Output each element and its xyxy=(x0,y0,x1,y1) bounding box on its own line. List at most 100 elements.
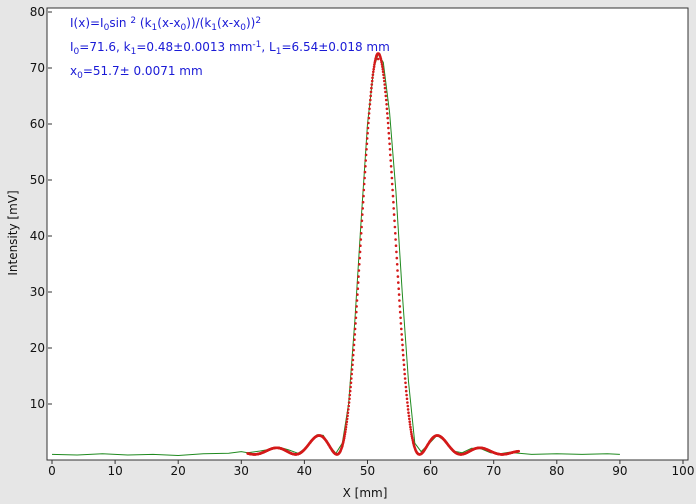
fit-point xyxy=(399,316,402,320)
fit-point xyxy=(384,94,388,98)
fit-point xyxy=(350,377,353,380)
fit-point xyxy=(354,316,358,320)
x-tick-label: 100 xyxy=(672,464,695,478)
fit-point xyxy=(348,397,351,401)
fit-point xyxy=(389,165,393,168)
fit-point xyxy=(396,275,400,278)
fit-point xyxy=(352,348,355,352)
fit-point xyxy=(383,86,387,90)
fit-point xyxy=(404,389,408,393)
fit-point xyxy=(359,244,362,247)
fit-point xyxy=(410,432,413,436)
fit-point xyxy=(361,200,365,204)
x-tick-label: 0 xyxy=(48,464,56,478)
fit-point xyxy=(349,385,352,389)
fit-point xyxy=(390,182,394,186)
fit-point xyxy=(344,428,348,431)
fit-point xyxy=(384,98,388,102)
fit-point xyxy=(364,153,368,157)
fit-point xyxy=(365,148,368,151)
fit-point xyxy=(361,207,365,210)
fit-point xyxy=(368,103,372,106)
fit-point xyxy=(349,381,353,385)
fit-point xyxy=(409,428,413,431)
fit-point xyxy=(380,63,384,66)
fit-point xyxy=(395,256,399,260)
fit-point xyxy=(397,281,400,284)
fit-point xyxy=(381,67,385,71)
fit-point xyxy=(390,176,394,180)
fit-point xyxy=(372,67,376,71)
fit-point xyxy=(403,377,407,380)
fit-point xyxy=(405,397,409,401)
fit-point xyxy=(392,213,396,216)
fit-point xyxy=(348,393,352,397)
fit-point xyxy=(387,126,390,130)
fit-point xyxy=(387,137,391,140)
fit-point xyxy=(392,200,395,204)
y-tick-label: 40 xyxy=(30,229,45,243)
fit-point xyxy=(398,305,402,308)
fit-point xyxy=(388,148,392,151)
fit-point xyxy=(380,61,383,64)
fit-point xyxy=(353,338,356,342)
fit-point xyxy=(398,299,401,302)
fit-point xyxy=(355,310,358,314)
fit-point xyxy=(368,107,371,111)
fit-point xyxy=(400,338,404,342)
fit-point xyxy=(345,417,349,421)
fit-point xyxy=(364,165,367,168)
fit-point xyxy=(351,363,354,367)
fit-point xyxy=(347,401,351,404)
fit-point xyxy=(367,116,371,120)
fit-point xyxy=(407,411,410,415)
fit-point xyxy=(358,256,362,260)
x0-annotation: x0=51.7± 0.0071 mm xyxy=(70,64,203,81)
x-tick-label: 50 xyxy=(360,464,375,478)
fit-point xyxy=(517,449,520,453)
fit-point xyxy=(363,170,367,174)
fit-point xyxy=(361,213,364,216)
fit-point xyxy=(347,408,350,411)
fit-point xyxy=(362,194,365,198)
fit-point xyxy=(409,425,412,429)
fit-point xyxy=(404,385,408,389)
fit-point xyxy=(370,83,374,86)
x-tick-label: 10 xyxy=(107,464,122,478)
fit-point xyxy=(352,343,356,347)
fit-point xyxy=(366,126,370,130)
fit-point xyxy=(343,434,346,438)
fit-point xyxy=(403,368,406,371)
fit-point xyxy=(405,393,408,397)
fit-point xyxy=(350,372,354,376)
fit-point xyxy=(356,287,360,291)
fit-point xyxy=(355,299,359,302)
fit-point xyxy=(356,281,360,284)
fit-point xyxy=(367,112,371,115)
fit-point xyxy=(399,322,403,325)
series-layer xyxy=(51,52,620,457)
fit-point xyxy=(396,269,399,272)
fit-point xyxy=(402,363,406,367)
x-tick-label: 80 xyxy=(549,464,564,478)
y-tick-label: 80 xyxy=(30,5,45,19)
fit-point xyxy=(358,263,361,266)
fit-point xyxy=(394,232,397,235)
fit-point xyxy=(385,107,389,111)
fit-point xyxy=(357,269,361,272)
x-tick-label: 40 xyxy=(297,464,312,478)
fit-point xyxy=(381,65,384,68)
fit-point xyxy=(384,90,387,94)
fit-point xyxy=(370,86,373,90)
fit-point xyxy=(385,103,388,106)
x-tick-label: 30 xyxy=(234,464,249,478)
fit-point xyxy=(398,310,402,314)
y-tick-label: 60 xyxy=(30,117,45,131)
fit-point xyxy=(389,159,393,162)
x-tick-label: 70 xyxy=(486,464,501,478)
fit-point xyxy=(394,238,397,241)
fit-point xyxy=(348,389,352,393)
fit-point xyxy=(351,353,355,357)
fit-point xyxy=(408,417,411,421)
